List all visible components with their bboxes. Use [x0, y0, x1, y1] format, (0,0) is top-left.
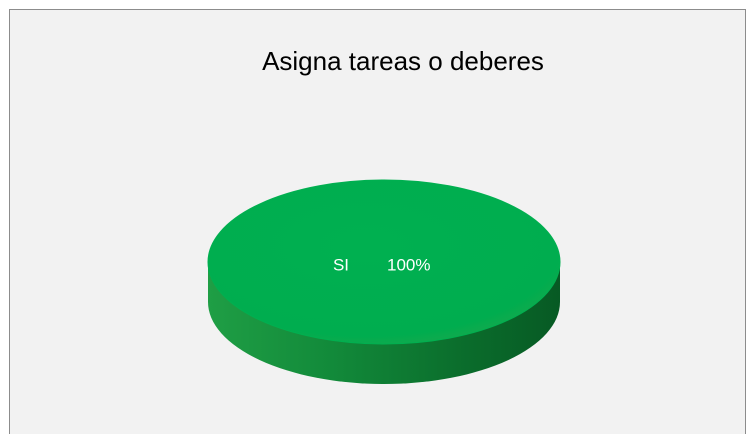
plot: SI 100%	[207, 179, 561, 384]
data-label-category: SI	[333, 255, 349, 274]
pie-slice	[207, 179, 561, 345]
chart-title: Asigna tareas o deberes	[262, 46, 544, 76]
data-label-value: 100%	[387, 255, 430, 274]
